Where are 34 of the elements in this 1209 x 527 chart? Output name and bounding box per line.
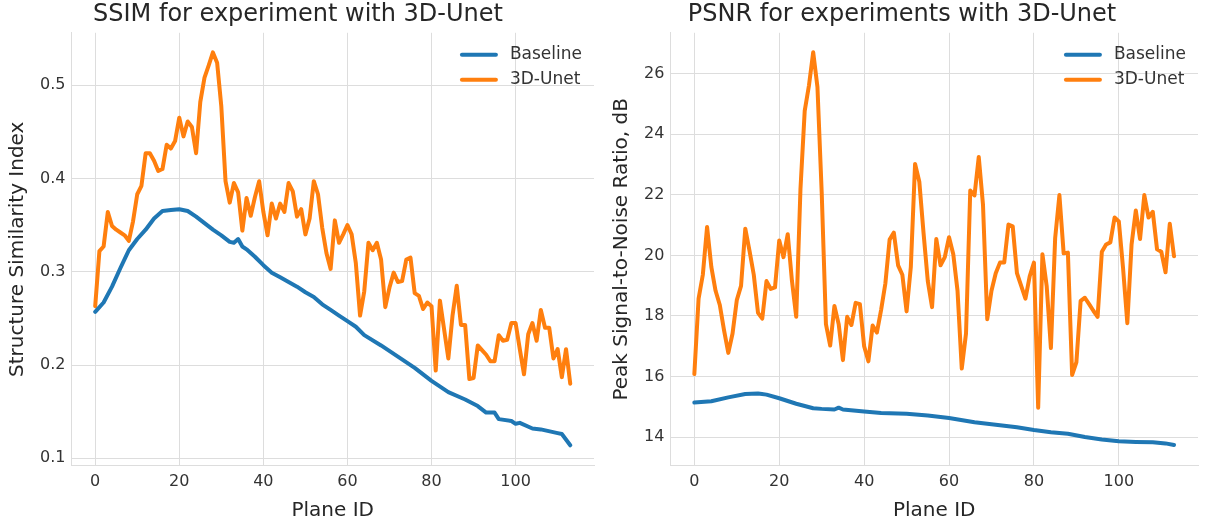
chart-title: PSNR for experiments with 3D-Unet xyxy=(687,0,1117,27)
x-tick-label: 40 xyxy=(253,470,274,490)
y-tick-label: 0.2 xyxy=(39,354,66,374)
y-tick-label: 0.5 xyxy=(39,74,66,94)
y-axis-title: Peak Signal-to-Noise Ratio, dB xyxy=(608,98,633,401)
y-tick-label: 0.4 xyxy=(39,167,66,187)
y-tick-label: 26 xyxy=(644,62,665,82)
legend-label: Baseline xyxy=(509,43,582,64)
y-tick-label: 22 xyxy=(644,183,665,203)
x-tick-label: 60 xyxy=(337,470,358,490)
x-tick-label: 20 xyxy=(769,470,790,490)
x-tick-label: 0 xyxy=(90,470,101,490)
y-tick-label: 16 xyxy=(644,365,665,385)
x-tick-label: 80 xyxy=(1023,470,1045,490)
x-tick-label: 100 xyxy=(500,470,531,490)
y-tick-label: 0.1 xyxy=(39,447,66,467)
y-tick-label: 24 xyxy=(644,123,665,143)
y-axis-title: Structure Similarity Index xyxy=(4,121,29,377)
y-tick-label: 14 xyxy=(644,426,665,446)
y-tick-label: 20 xyxy=(644,244,665,264)
x-axis-title: Plane ID xyxy=(892,497,976,522)
legend-label: 3D-Unet xyxy=(509,68,581,89)
x-tick-label: 40 xyxy=(853,470,875,490)
x-tick-label: 80 xyxy=(421,470,442,490)
x-axis-title: Plane ID xyxy=(291,497,374,522)
x-tick-label: 20 xyxy=(169,470,190,490)
y-tick-label: 0.3 xyxy=(39,260,66,280)
x-tick-label: 0 xyxy=(689,470,700,490)
x-tick-label: 60 xyxy=(938,470,960,490)
y-tick-label: 18 xyxy=(644,305,665,325)
legend-label: Baseline xyxy=(1113,43,1186,64)
x-tick-label: 100 xyxy=(1103,470,1135,490)
legend-label: 3D-Unet xyxy=(1113,68,1185,89)
chart-title: SSIM for experiment with 3D-Unet xyxy=(93,0,503,27)
